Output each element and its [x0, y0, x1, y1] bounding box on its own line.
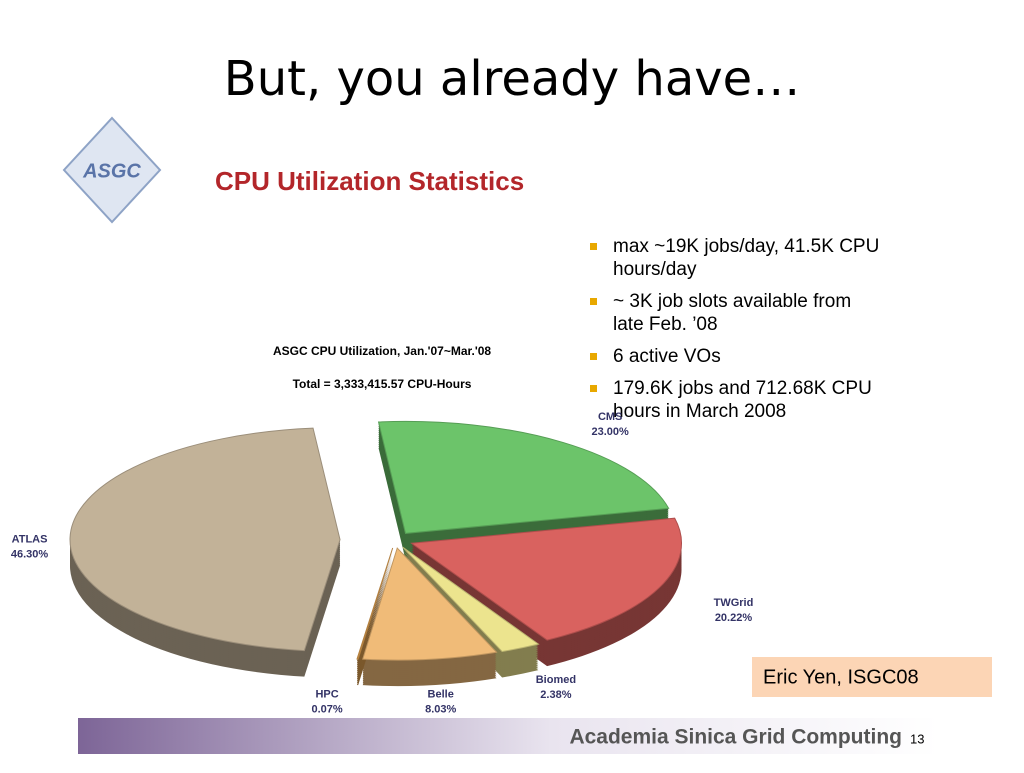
slice-value-label: 46.30% [11, 548, 49, 560]
slice-value-label: 20.22% [715, 612, 753, 624]
slice [356, 547, 394, 660]
bullet-text: 6 active VOs [613, 346, 721, 367]
logo-diamond [62, 116, 162, 224]
bullet-marker [590, 298, 597, 305]
slice-label: Belle [428, 688, 454, 700]
slice-value-label: 23.00% [592, 426, 630, 438]
slice-value-label: 0.07% [311, 703, 342, 715]
slice [402, 546, 540, 652]
pie: CMS 23.00% TWGrid 20.22% Biomed 2.38% Belle 8.0… [11, 411, 753, 715]
bullet-marker [590, 243, 597, 250]
slice-label: HPC [315, 688, 338, 700]
chart-subtitle: Total = 3,333,415.57 CPU-Hours [293, 377, 472, 391]
credit: Eric Yen, ISGC08 [763, 666, 919, 688]
page-number: 13 [910, 731, 924, 746]
bullet-marker [590, 353, 597, 360]
slice-value-label: 2.38% [540, 689, 571, 701]
slice-value-label: 8.03% [425, 703, 456, 715]
bullet-text: max ~19K jobs/day, 41.5K CPU hours/day [613, 236, 879, 280]
bullet-text: ~ 3K job slots available from late Feb. ’… [613, 291, 851, 335]
slice [410, 517, 682, 641]
footer-bar [78, 718, 938, 754]
slide-title: But, you already have… [224, 51, 800, 107]
bullet-marker [590, 385, 597, 392]
credit-box [752, 657, 992, 697]
slice-label: ATLAS [12, 533, 48, 545]
slice [362, 547, 498, 661]
logo-text: ASGC [82, 160, 141, 182]
slice-label: CMS [598, 411, 622, 423]
logo: ASGC [62, 116, 162, 224]
chart-title: ASGC CPU Utilization, Jan.'07~Mar.'08 [273, 344, 491, 358]
slice-label: Biomed [536, 674, 576, 686]
heading: CPU Utilization Statistics [215, 166, 524, 196]
slice [377, 420, 670, 534]
bullet-list: max ~19K jobs/day, 41.5K CPU hours/day ~ 3… [590, 236, 879, 422]
bullet-text: 179.6K jobs and 712.68K CPU hours in Marc… [613, 378, 872, 422]
footer: Academia Sinica Grid Computing [569, 726, 902, 749]
slice-label: TWGrid [714, 597, 754, 609]
slice [69, 427, 341, 652]
